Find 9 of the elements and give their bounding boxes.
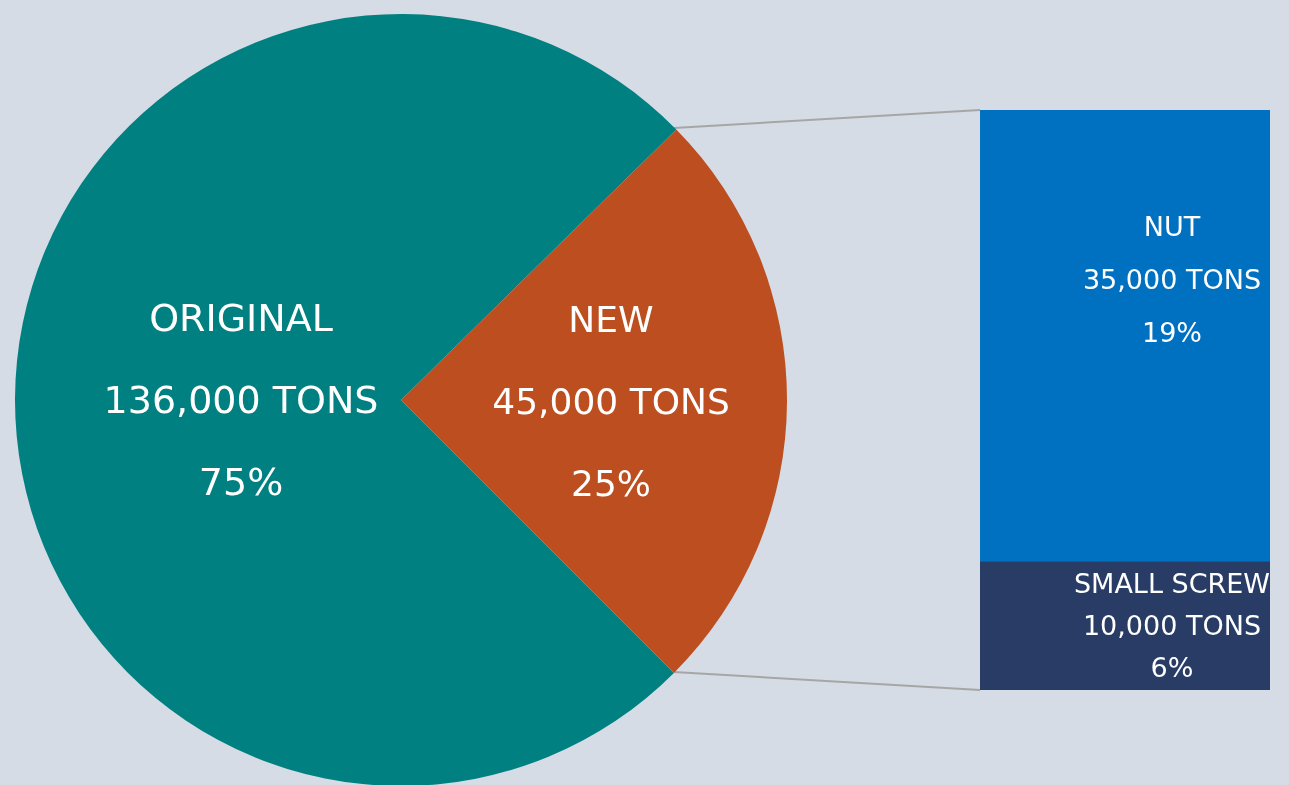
series-label: NUT [1143,211,1201,242]
pie-slice [401,129,787,673]
data-label: 35,000 TONS 19% [1082,264,1262,348]
data-label: 10,000 TONS 6% [1082,609,1262,683]
data-label: 136,000 TONS 75% [103,377,379,504]
slice-label: ORIGINAL [149,295,333,340]
slice-label: NEW [568,298,654,340]
data-label: 45,000 TONS 25% [492,380,730,504]
series-label: SMALL SCREW [1073,567,1271,599]
